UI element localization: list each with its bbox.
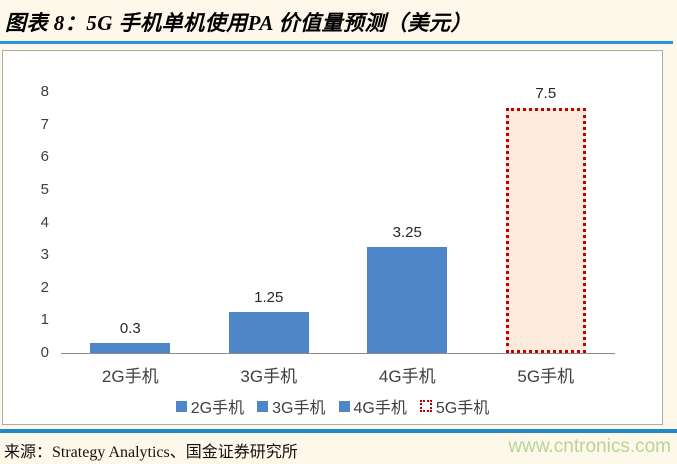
watermark-link[interactable]: www.cntronics.com (508, 436, 671, 457)
chart-legend: 2G手机 3G手机 4G手机 5G手机 (3, 394, 662, 418)
y-tick-label: 3 (40, 246, 49, 264)
bar-slot: 3.25 (338, 224, 477, 353)
y-tick-label: 7 (40, 115, 49, 133)
y-tick-label: 2 (40, 278, 49, 296)
bar-2G手机 (90, 343, 171, 353)
legend-swatch-icon (257, 400, 269, 412)
bar-5G手机 (505, 108, 586, 353)
legend-item-2G手机: 2G手机 (175, 394, 245, 418)
y-tick-label: 8 (40, 83, 49, 100)
y-tick-label: 4 (40, 213, 49, 231)
y-tick-label: 5 (40, 180, 49, 198)
top-divider (0, 41, 673, 44)
chart-panel: 0 1 2 3 4 5 6 7 8 0.3 1.25 3.25 7.5 2G手机 3G手机 4G手机 5G手… (2, 50, 663, 425)
bottom-divider (0, 429, 677, 433)
y-tick-label: 6 (40, 148, 49, 166)
bar-value-label: 3.25 (392, 223, 422, 241)
bar-value-label: 1.25 (254, 289, 284, 307)
y-tick-label: 1 (40, 311, 49, 329)
category-label: 5G手机 (517, 367, 575, 386)
bar-slot: 1.25 (200, 289, 339, 353)
figure-title: 图表 8：5G 手机单机使用PA 价值量预测（美元） (5, 11, 473, 35)
category-label: 3G手机 (240, 367, 298, 386)
category-label: 2G手机 (101, 367, 159, 386)
legend-label: 2G手机 (190, 400, 245, 417)
plot-area: 0.3 1.25 3.25 7.5 (61, 85, 615, 353)
source-text: 来源：Strategy Analytics、国金证券研究所 (4, 444, 298, 461)
legend-swatch-icon (338, 400, 350, 412)
legend-swatch-icon (175, 400, 187, 412)
bar-slot: 7.5 (477, 85, 616, 353)
bar-value-label: 0.3 (119, 320, 141, 338)
bar-4G手机 (367, 246, 448, 353)
legend-label: 3G手机 (272, 400, 326, 417)
legend-item-5G手机: 5G手机 (419, 394, 490, 418)
legend-label: 4G手机 (353, 400, 407, 417)
x-axis-line (61, 353, 615, 354)
bar-slot: 0.3 (61, 320, 200, 353)
legend-item-4G手机: 4G手机 (338, 394, 407, 418)
category-axis: 2G手机 3G手机 4G手机 5G手机 (61, 362, 615, 387)
bar-3G手机 (228, 312, 309, 353)
bar-value-label: 7.5 (535, 85, 557, 103)
legend-label: 5G手机 (435, 400, 490, 417)
category-label: 4G手机 (378, 367, 436, 386)
legend-item-3G手机: 3G手机 (257, 394, 326, 418)
y-tick-label: 0 (40, 344, 49, 361)
legend-swatch-icon (419, 400, 432, 412)
figure-header: 图表 8：5G 手机单机使用PA 价值量预测（美元） (0, 0, 677, 41)
